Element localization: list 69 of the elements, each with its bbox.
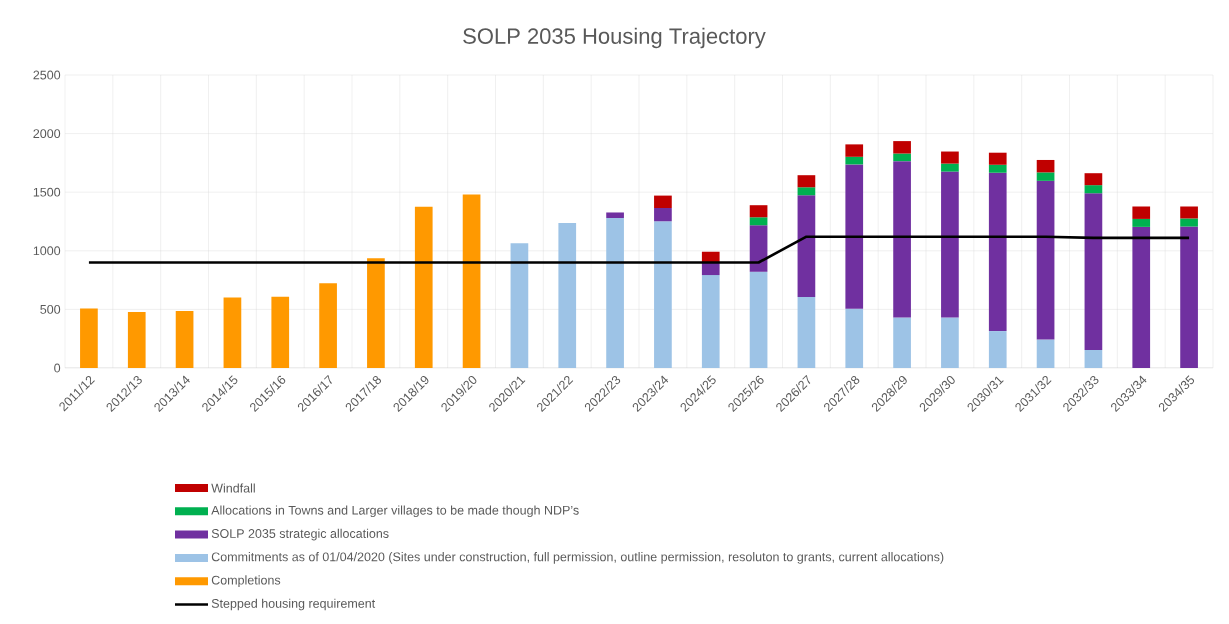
- bar: [1132, 206, 1151, 219]
- y-tick-label: 2000: [33, 129, 61, 139]
- y-tick-label: 1000: [33, 246, 61, 256]
- bar: [654, 208, 672, 222]
- bar: [654, 221, 672, 368]
- bar: [558, 223, 577, 368]
- bar: [271, 296, 290, 368]
- bar: [988, 152, 1007, 165]
- bar: [462, 194, 481, 368]
- legend-label: Windfall: [211, 483, 255, 493]
- bar: [175, 310, 194, 368]
- bar: [893, 161, 911, 318]
- legend-label: Commitments as of 01/04/2020 (Sites under construction, full permission, outline permission, resoluton to grants, current allocations): [211, 552, 944, 564]
- y-tick-label: 1500: [33, 187, 61, 197]
- bar: [1084, 173, 1103, 186]
- bar: [845, 144, 864, 157]
- bar: [893, 317, 911, 368]
- bar: [127, 312, 146, 368]
- legend-label: Stepped housing requirement: [211, 598, 376, 611]
- bar: [80, 308, 98, 368]
- bar: [988, 331, 1007, 368]
- bar: [749, 225, 768, 272]
- bar: [414, 206, 433, 368]
- bar: [941, 171, 959, 318]
- bar: [1084, 193, 1103, 350]
- bar: [845, 156, 864, 165]
- bar: [1180, 206, 1198, 219]
- bar: [1036, 159, 1055, 173]
- bar: [1132, 218, 1151, 227]
- legend-label: Allocations in Towns and Larger villages to be made though NDP’s: [211, 505, 579, 518]
- bar: [749, 271, 768, 368]
- bar: [606, 217, 624, 368]
- bar: [988, 172, 1007, 332]
- chart-title: SOLP 2035 Housing Trajectory: [463, 27, 766, 49]
- legend-label: SOLP 2035 strategic allocations: [211, 528, 389, 541]
- bar: [606, 212, 624, 218]
- bar: [845, 308, 864, 368]
- bar: [654, 195, 672, 209]
- bar: [1180, 218, 1198, 227]
- bar: [1180, 226, 1198, 368]
- y-tick-label: 2500: [33, 70, 61, 80]
- bar: [701, 262, 720, 276]
- bar: [1036, 339, 1055, 368]
- bar: [941, 151, 959, 164]
- bar: [797, 195, 816, 298]
- bar: [701, 275, 720, 368]
- bar: [319, 283, 337, 368]
- bar: [988, 164, 1007, 173]
- bar: [749, 205, 768, 218]
- bar: [941, 163, 959, 172]
- bar: [1132, 226, 1151, 368]
- bar: [797, 175, 816, 188]
- bar: [367, 258, 385, 368]
- bar: [797, 187, 816, 196]
- bar: [797, 297, 816, 368]
- bar: [223, 297, 242, 368]
- bar: [893, 141, 911, 154]
- bar: [510, 243, 529, 368]
- bar: [941, 317, 959, 368]
- bar: [749, 217, 768, 226]
- bar: [893, 153, 911, 162]
- legend-label: Completions: [211, 575, 281, 588]
- bar: [1084, 185, 1103, 194]
- y-tick-label: 500: [40, 304, 61, 314]
- bar: [1036, 180, 1055, 340]
- y-tick-label: 0: [54, 363, 61, 373]
- bar: [1036, 172, 1055, 181]
- bar: [845, 164, 864, 309]
- bar: [1084, 349, 1103, 368]
